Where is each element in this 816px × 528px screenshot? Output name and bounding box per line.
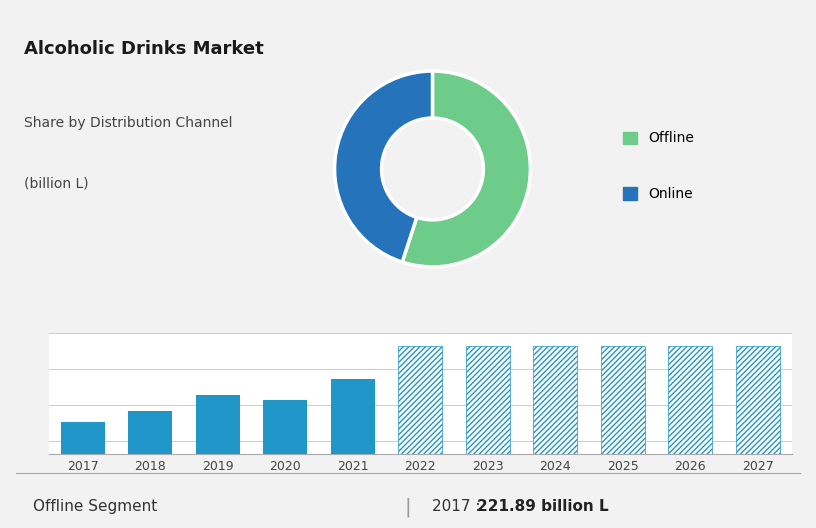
Bar bbox=[398, 346, 442, 528]
Text: |: | bbox=[405, 497, 411, 516]
Text: Offline Segment: Offline Segment bbox=[33, 499, 157, 514]
Text: Share by Distribution Channel: Share by Distribution Channel bbox=[24, 116, 233, 130]
Text: (billion L): (billion L) bbox=[24, 176, 89, 190]
Bar bbox=[330, 379, 375, 528]
Bar bbox=[264, 400, 307, 528]
Bar bbox=[534, 346, 577, 528]
Bar bbox=[601, 346, 645, 528]
Text: Alcoholic Drinks Market: Alcoholic Drinks Market bbox=[24, 40, 264, 58]
Bar bbox=[60, 422, 104, 528]
Bar bbox=[196, 395, 240, 528]
Wedge shape bbox=[335, 71, 432, 262]
Wedge shape bbox=[402, 71, 530, 267]
Text: 2017 :: 2017 : bbox=[432, 499, 486, 514]
Bar bbox=[736, 346, 780, 528]
Text: 221.89 billion L: 221.89 billion L bbox=[477, 499, 609, 514]
Bar bbox=[466, 346, 510, 528]
Bar bbox=[128, 411, 172, 528]
Legend: Offline, Online: Offline, Online bbox=[623, 131, 694, 201]
Bar bbox=[668, 346, 712, 528]
